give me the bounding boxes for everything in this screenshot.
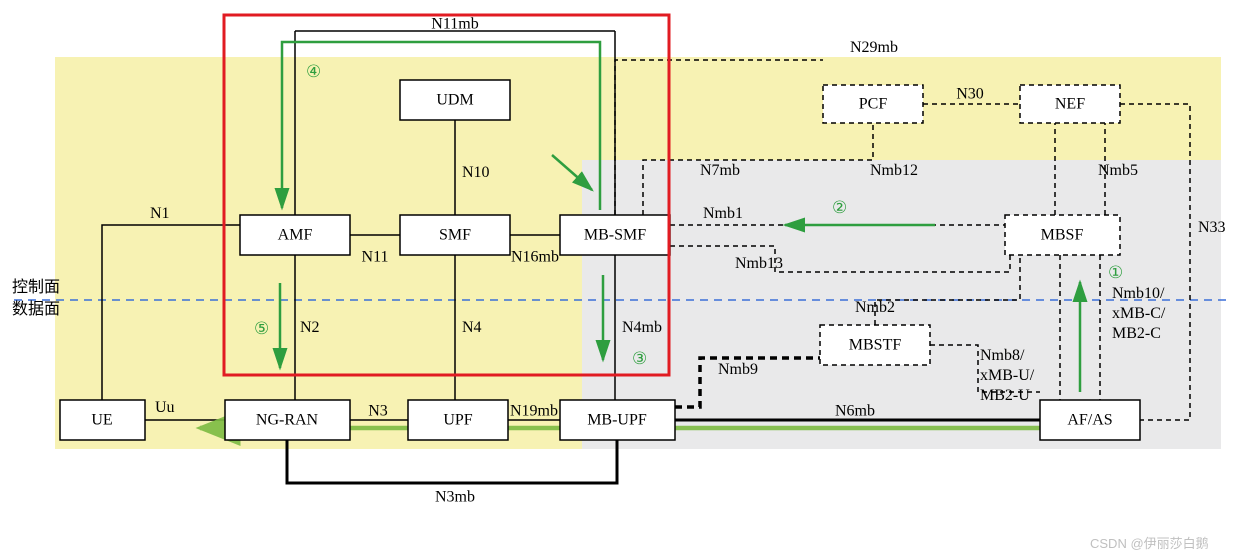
node-nef: NEF — [1020, 85, 1120, 123]
edge-n33: N33 — [1198, 219, 1226, 236]
node-udm: UDM — [400, 80, 510, 120]
step-3: ③ — [632, 349, 647, 368]
node-ngran: NG-RAN — [225, 400, 350, 440]
edge-nmb2: Nmb2 — [855, 299, 895, 316]
edge-n3mb: N3mb — [435, 489, 475, 506]
edge-n4mb: N4mb — [622, 319, 662, 336]
edge-nmb9: Nmb9 — [718, 361, 758, 378]
svg-text:MBSTF: MBSTF — [849, 337, 902, 354]
edge-n19mb: N19mb — [510, 403, 558, 420]
svg-text:AMF: AMF — [278, 227, 313, 244]
node-amf: AMF — [240, 215, 350, 255]
svg-text:UE: UE — [91, 412, 112, 429]
edge-nmb8: Nmb8/ — [980, 347, 1025, 364]
edge-n11mb: N11mb — [431, 16, 478, 33]
step-2: ② — [832, 198, 847, 217]
edge-n6mb: N6mb — [835, 403, 875, 420]
edge-xmbu: xMB-U/ — [980, 367, 1035, 384]
node-upf: UPF — [408, 400, 508, 440]
svg-text:AF/AS: AF/AS — [1067, 412, 1112, 429]
edge-nmb13: Nmb13 — [735, 255, 783, 272]
svg-text:NEF: NEF — [1055, 96, 1085, 113]
edge-nmb1: Nmb1 — [703, 205, 743, 222]
node-mbsmf: MB-SMF — [560, 215, 670, 255]
svg-text:MB-SMF: MB-SMF — [584, 227, 646, 244]
edge-n3: N3 — [368, 403, 388, 420]
edge-n10: N10 — [462, 164, 490, 181]
svg-text:MB-UPF: MB-UPF — [587, 412, 647, 429]
edge-nmb12: Nmb12 — [870, 162, 918, 179]
step-5: ⑤ — [254, 319, 269, 338]
watermark: CSDN @伊丽莎白鹅 — [1090, 536, 1209, 551]
node-pcf: PCF — [823, 85, 923, 123]
svg-text:SMF: SMF — [439, 227, 471, 244]
edge-nmb5: Nmb5 — [1098, 162, 1138, 179]
svg-text:UDM: UDM — [436, 92, 473, 109]
edge-n29mb: N29mb — [850, 39, 898, 56]
label-data-plane: 数据面 — [12, 300, 60, 318]
svg-text:UPF: UPF — [443, 412, 472, 429]
edge-mb2u: MB2-U — [980, 387, 1030, 404]
edge-xmbc: xMB-C/ — [1112, 305, 1166, 322]
edge-mb2c: MB2-C — [1112, 325, 1161, 342]
svg-text:MBSF: MBSF — [1041, 227, 1084, 244]
svg-text:PCF: PCF — [859, 96, 888, 113]
step-4: ④ — [306, 62, 321, 81]
svg-text:NG-RAN: NG-RAN — [256, 412, 319, 429]
node-smf: SMF — [400, 215, 510, 255]
node-afas: AF/AS — [1040, 400, 1140, 440]
edge-n7mb: N7mb — [700, 162, 740, 179]
node-mbstf: MBSTF — [820, 325, 930, 365]
edge-n30: N30 — [956, 86, 984, 103]
edge-uu: Uu — [155, 399, 175, 416]
node-mbupf: MB-UPF — [560, 400, 675, 440]
node-ue: UE — [60, 400, 145, 440]
edge-n4: N4 — [462, 319, 482, 336]
edge-n1: N1 — [150, 205, 170, 222]
step-1: ① — [1108, 263, 1123, 282]
edge-nmb10: Nmb10/ — [1112, 285, 1165, 302]
edge-n2: N2 — [300, 319, 320, 336]
label-control-plane: 控制面 — [12, 278, 60, 296]
node-mbsf: MBSF — [1005, 215, 1120, 255]
edge-n11: N11 — [362, 249, 389, 266]
edge-n16mb: N16mb — [511, 249, 559, 266]
